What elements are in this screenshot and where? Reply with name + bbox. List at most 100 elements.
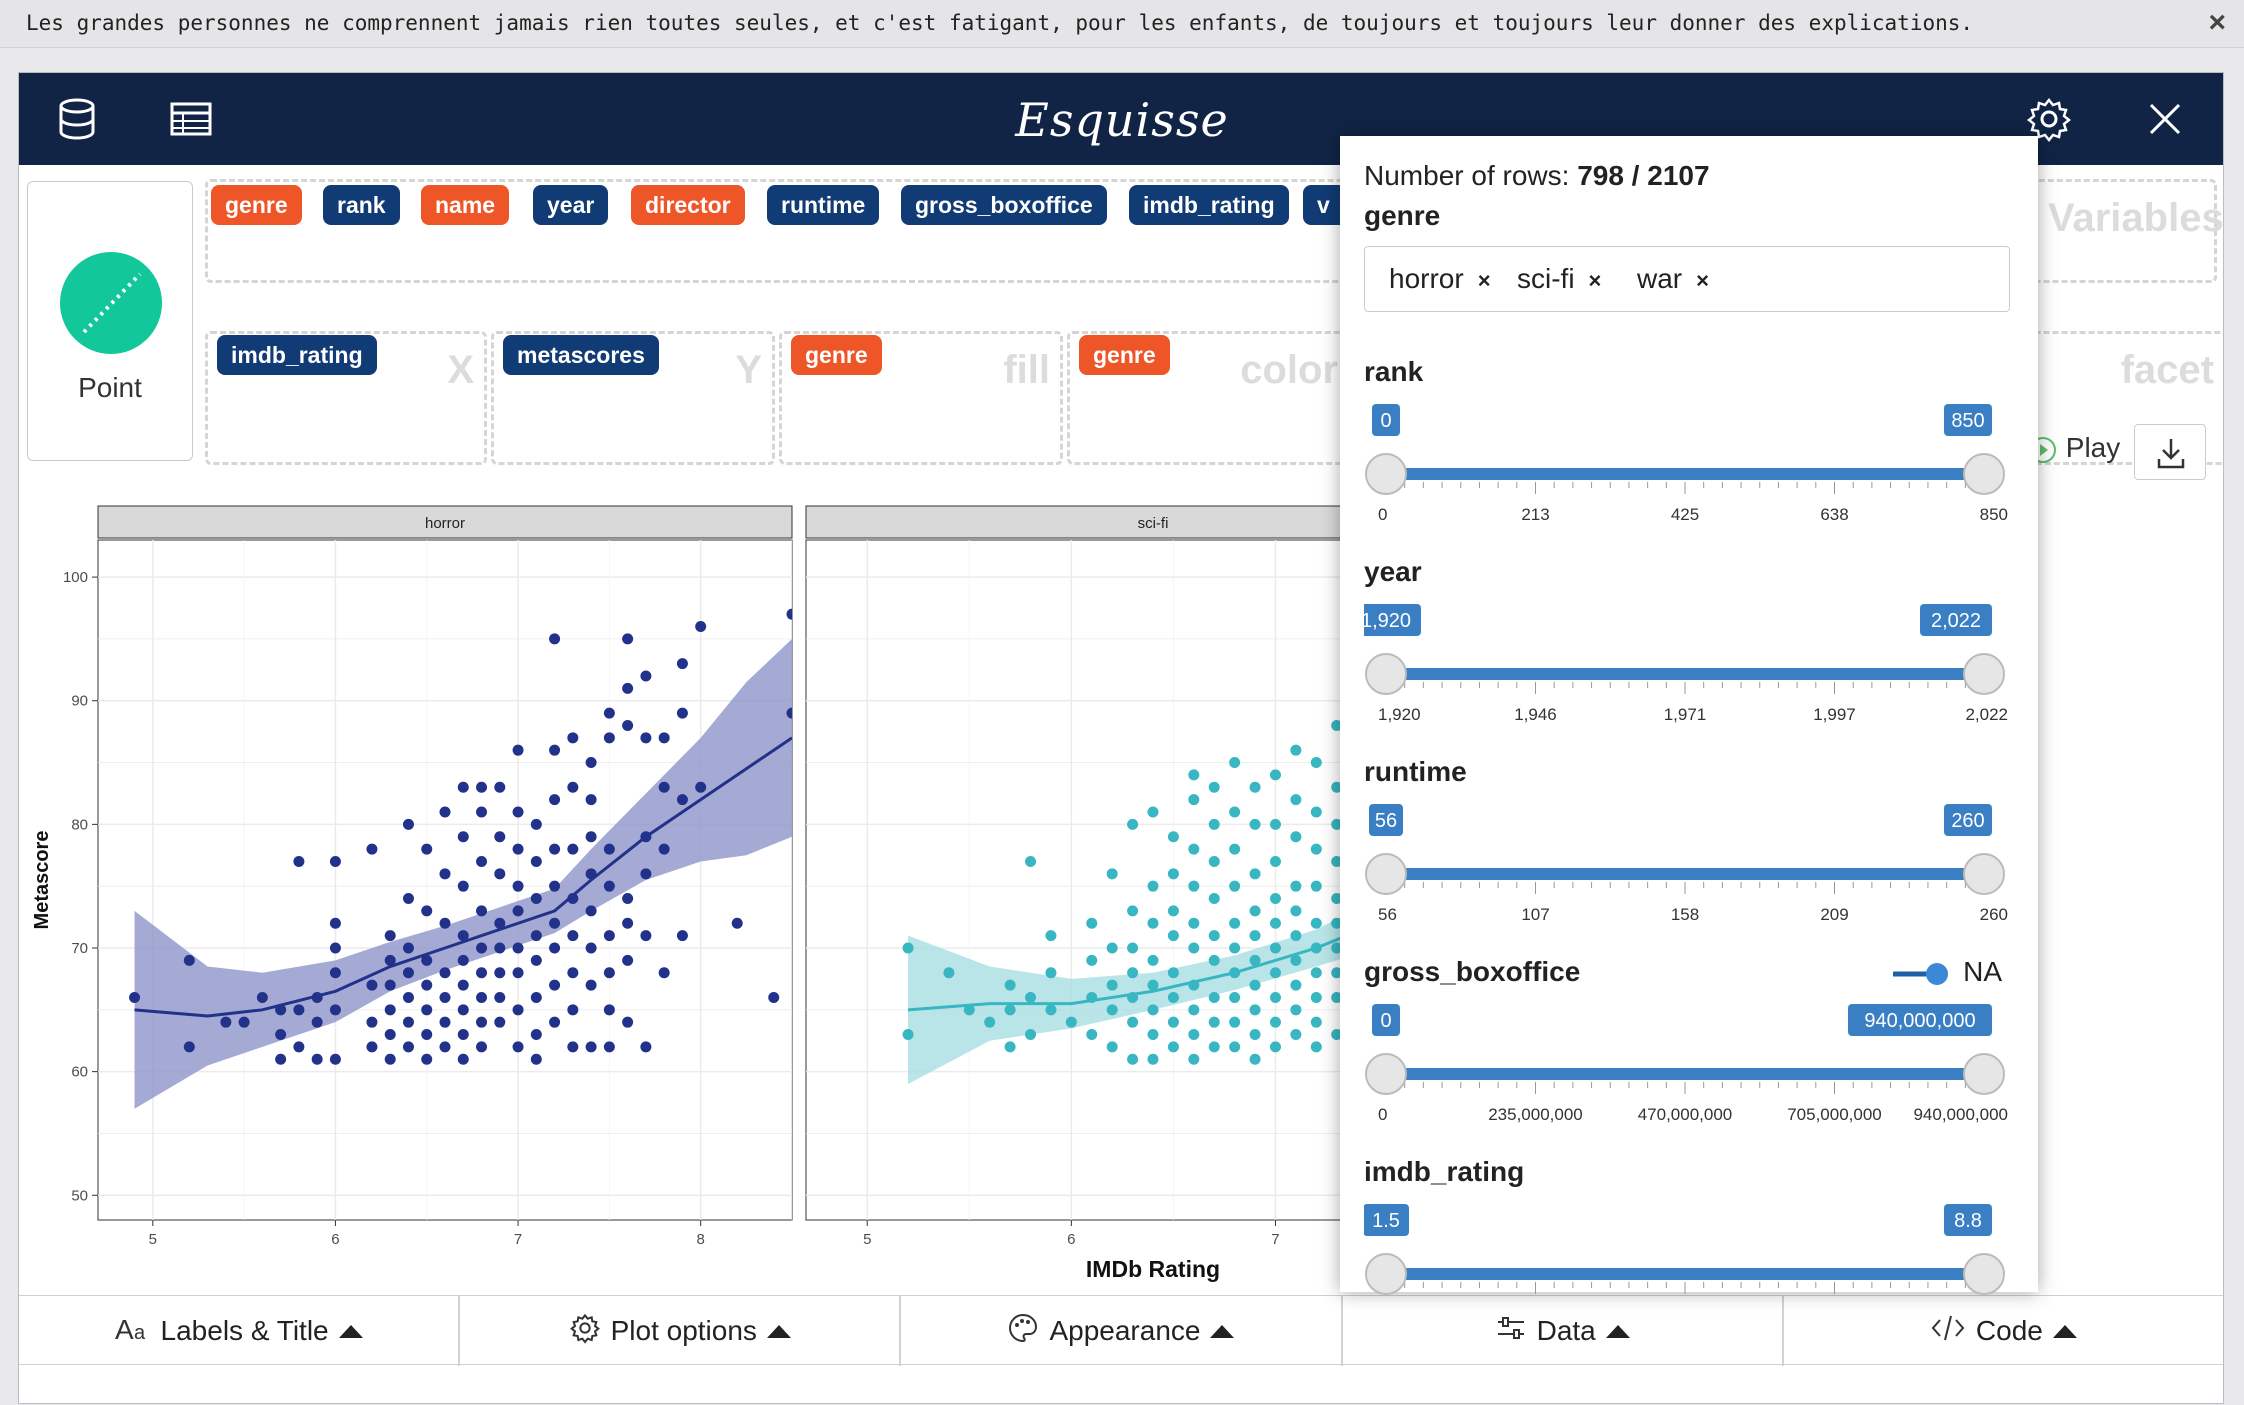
data-point	[439, 991, 451, 1003]
data-point	[1310, 1041, 1322, 1053]
variable-chip-director[interactable]: director	[631, 185, 745, 225]
data-point	[512, 1004, 524, 1016]
variable-chip-v[interactable]: v	[1303, 185, 1347, 225]
data-point	[476, 1041, 488, 1053]
caret-up-icon	[1605, 1324, 1630, 1338]
variable-chip-name[interactable]: name	[421, 185, 510, 225]
toggle-switch-icon	[1893, 962, 1949, 985]
variable-chip-rank[interactable]: rank	[323, 185, 400, 225]
data-point	[658, 781, 670, 793]
tab-data[interactable]: Data	[1343, 1296, 1784, 1366]
remove-tag-icon[interactable]: ×	[1588, 268, 1602, 293]
genre-tag-war[interactable]: war ×	[1637, 263, 1709, 295]
slider-bar	[1386, 868, 1984, 880]
tab-appearance[interactable]: Appearance	[901, 1296, 1343, 1366]
data-point	[603, 1004, 615, 1016]
genre-select[interactable]: horror × sci-fi × war ×	[1364, 246, 2010, 312]
dropzone-ghost-Y: Y	[735, 348, 762, 392]
data-point	[512, 880, 524, 892]
slider-tick-label: 940,000,000	[1913, 1105, 2008, 1124]
remove-tag-icon[interactable]: ×	[1696, 268, 1709, 293]
genre-tag-sci-fi[interactable]: sci-fi ×	[1517, 263, 1601, 295]
code-icon	[1930, 1312, 1966, 1351]
data-point	[329, 967, 341, 979]
aes-chip-X[interactable]: imdb_rating	[217, 335, 377, 375]
data-point	[1208, 818, 1220, 830]
data-point	[1310, 917, 1322, 929]
close-icon[interactable]	[2141, 95, 2189, 143]
slider-max-handle[interactable]	[1963, 1053, 2005, 1095]
data-point	[1229, 880, 1241, 892]
data-point	[512, 942, 524, 954]
variable-chip-imdb_rating[interactable]: imdb_rating	[1129, 185, 1289, 225]
data-point	[585, 757, 597, 769]
slider-max-handle[interactable]	[1963, 853, 2005, 895]
data-point	[1065, 1016, 1077, 1028]
dropzone-fill[interactable]: fill	[779, 331, 1063, 465]
caret-up-icon	[766, 1324, 791, 1338]
aes-chip-Y[interactable]: metascores	[503, 335, 659, 375]
caret-up-icon	[2052, 1324, 2077, 1338]
na-toggle[interactable]: NA	[1891, 956, 2002, 988]
slider-min-handle[interactable]	[1365, 453, 1407, 495]
data-point	[457, 831, 469, 843]
data-point	[695, 781, 707, 793]
data-point	[494, 1016, 506, 1028]
data-point	[1331, 818, 1343, 830]
tab-code[interactable]: Code	[1784, 1296, 2223, 1366]
geom-selector[interactable]: Point	[27, 181, 193, 461]
variable-chip-gross_boxoffice[interactable]: gross_boxoffice	[901, 185, 1107, 225]
slider-tick-label: 158	[1671, 905, 1699, 924]
slider-bar	[1386, 1268, 1984, 1280]
data-point	[1290, 979, 1302, 991]
data-point	[457, 880, 469, 892]
data-point	[457, 930, 469, 942]
slider-max-handle[interactable]	[1963, 1253, 2005, 1295]
variables-dropzone[interactable]: Variables	[205, 179, 2223, 283]
download-button[interactable]	[2134, 424, 2206, 480]
slider-max-handle[interactable]	[1963, 653, 2005, 695]
tab-plot-options[interactable]: Plot options	[460, 1296, 902, 1366]
slider-min-handle[interactable]	[1365, 1253, 1407, 1295]
data-point	[585, 979, 597, 991]
database-icon[interactable]	[53, 95, 101, 143]
variable-chip-year[interactable]: year	[533, 185, 609, 225]
data-point	[622, 1016, 634, 1028]
remove-tag-icon[interactable]: ×	[1477, 268, 1491, 293]
data-point	[622, 719, 634, 731]
min-value: 1,920	[1364, 610, 1411, 632]
tag-label: war	[1637, 263, 1683, 294]
variable-chip-genre[interactable]: genre	[211, 185, 302, 225]
range-slider-rank[interactable]: 0 850 0 213 425 638 850	[1364, 394, 2016, 534]
aes-chip-color[interactable]: genre	[1079, 335, 1170, 375]
data-point	[1208, 1016, 1220, 1028]
range-slider-runtime[interactable]: 56 260 56 107 158 209 260	[1364, 794, 2016, 934]
slider-max-handle[interactable]	[1963, 453, 2005, 495]
range-slider-gross_boxoffice[interactable]: 0 940,000,000 0 235,000,000 470,000,000 705,0…	[1364, 994, 2016, 1134]
aes-chip-fill[interactable]: genre	[791, 335, 882, 375]
data-point	[1208, 1041, 1220, 1053]
dropzone-X[interactable]: X	[205, 331, 487, 465]
slider-min-handle[interactable]	[1365, 653, 1407, 695]
slider-tick-label: 1,920	[1378, 705, 1421, 724]
data-point	[1147, 954, 1159, 966]
min-value: 56	[1375, 810, 1397, 832]
slider-min-handle[interactable]	[1365, 853, 1407, 895]
filter-label-runtime: runtime	[1364, 756, 1467, 787]
range-slider-year[interactable]: 1,920 2,022 1,920 1,946 1,971 1,997 2,022	[1351, 594, 2016, 734]
data-point	[1147, 806, 1159, 818]
dropzone-Y[interactable]: Y	[491, 331, 775, 465]
variable-chip-runtime[interactable]: runtime	[767, 185, 880, 225]
slider-min-handle[interactable]	[1365, 1053, 1407, 1095]
gear-icon[interactable]	[2025, 95, 2073, 143]
genre-tag-horror[interactable]: horror ×	[1389, 263, 1491, 295]
play-button[interactable]: Play	[2028, 432, 2120, 465]
banner-close-icon[interactable]: ×	[2208, 6, 2226, 39]
table-icon[interactable]	[167, 95, 215, 143]
data-point	[1188, 1004, 1200, 1016]
range-slider-imdb_rating[interactable]: 1.5 8.8	[1363, 1194, 2016, 1334]
app-title: Esquisse	[1015, 93, 1229, 147]
data-point	[1127, 1053, 1139, 1065]
min-value-badge	[1372, 404, 1400, 436]
